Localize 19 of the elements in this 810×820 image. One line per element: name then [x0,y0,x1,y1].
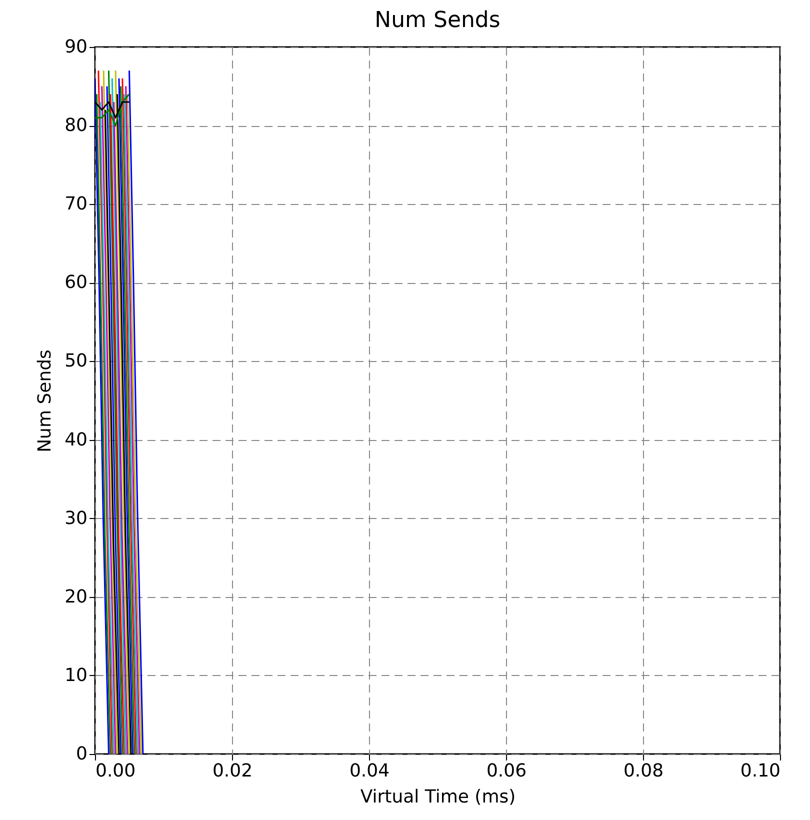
y-tick-label: 20 [64,586,88,608]
x-tick-label: 0.08 [623,760,664,782]
chart-title: Num Sends [374,8,500,33]
x-tick-label: 0.02 [212,760,253,782]
x-tick-label: 0.04 [349,760,390,782]
y-tick-label: 60 [64,272,88,294]
x-tick-label: 0.06 [486,760,527,782]
y-axis-title: Num Sends [34,350,56,452]
y-tick-label: 0 [76,744,88,764]
x-tick-label: 0.10 [740,760,780,782]
y-tick-label: 10 [64,664,88,686]
y-tick-label: 50 [64,350,88,372]
x-axis-title: Virtual Time (ms) [360,786,516,808]
y-tick-label: 30 [64,508,88,529]
y-tick-label: 70 [64,194,88,215]
x-tick-label: 0.00 [96,760,136,782]
y-tick-label: 80 [64,115,88,136]
y-tick-label: 90 [64,36,88,58]
y-tick-label: 40 [64,429,88,450]
